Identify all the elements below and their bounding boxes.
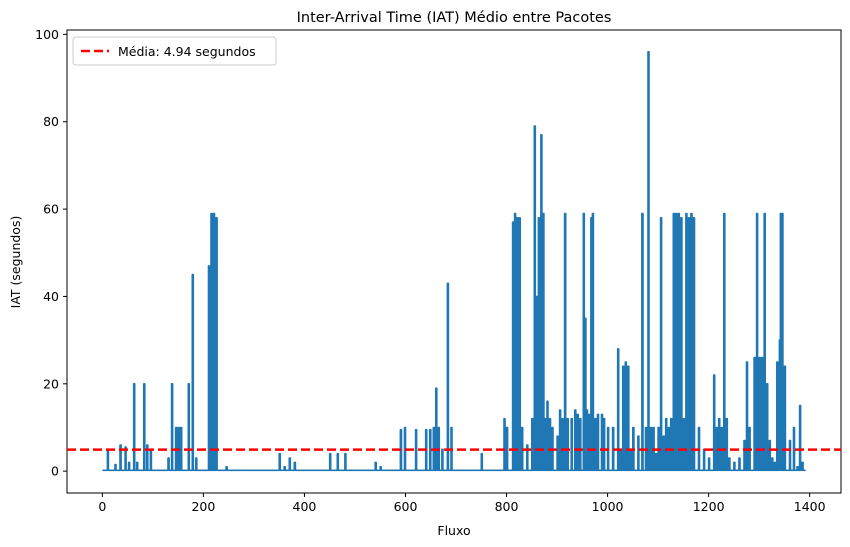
iat-series-line [102,51,806,472]
x-tick-label: 200 [191,499,215,514]
x-axis: 0 200 400 600 800 1000 1200 1400 [98,493,826,514]
y-tick-label: 60 [43,202,59,217]
y-tick-label: 40 [43,289,59,304]
series-layer [102,51,806,472]
y-tick-label: 100 [35,27,59,42]
legend: Média: 4.94 segundos [72,36,277,66]
x-tick-label: 0 [98,499,106,514]
x-tick-label: 800 [495,499,519,514]
x-axis-label: Fluxo [437,523,470,538]
x-tick-label: 400 [293,499,317,514]
x-tick-label: 1200 [693,499,725,514]
y-axis-label: IAT (segundos) [8,216,23,309]
y-tick-label: 0 [51,464,59,479]
legend-box [72,36,277,66]
y-axis: 0 20 40 60 80 100 [35,27,67,479]
plot-area [66,29,842,494]
legend-label: Média: 4.94 segundos [118,44,256,59]
x-tick-label: 1400 [794,499,826,514]
y-tick-label: 20 [43,376,59,391]
axes-frame [66,29,842,494]
x-tick-label: 600 [394,499,418,514]
chart-title: Inter-Arrival Time (IAT) Médio entre Pac… [297,10,612,26]
y-tick-label: 80 [43,114,59,129]
x-tick-label: 1000 [592,499,624,514]
